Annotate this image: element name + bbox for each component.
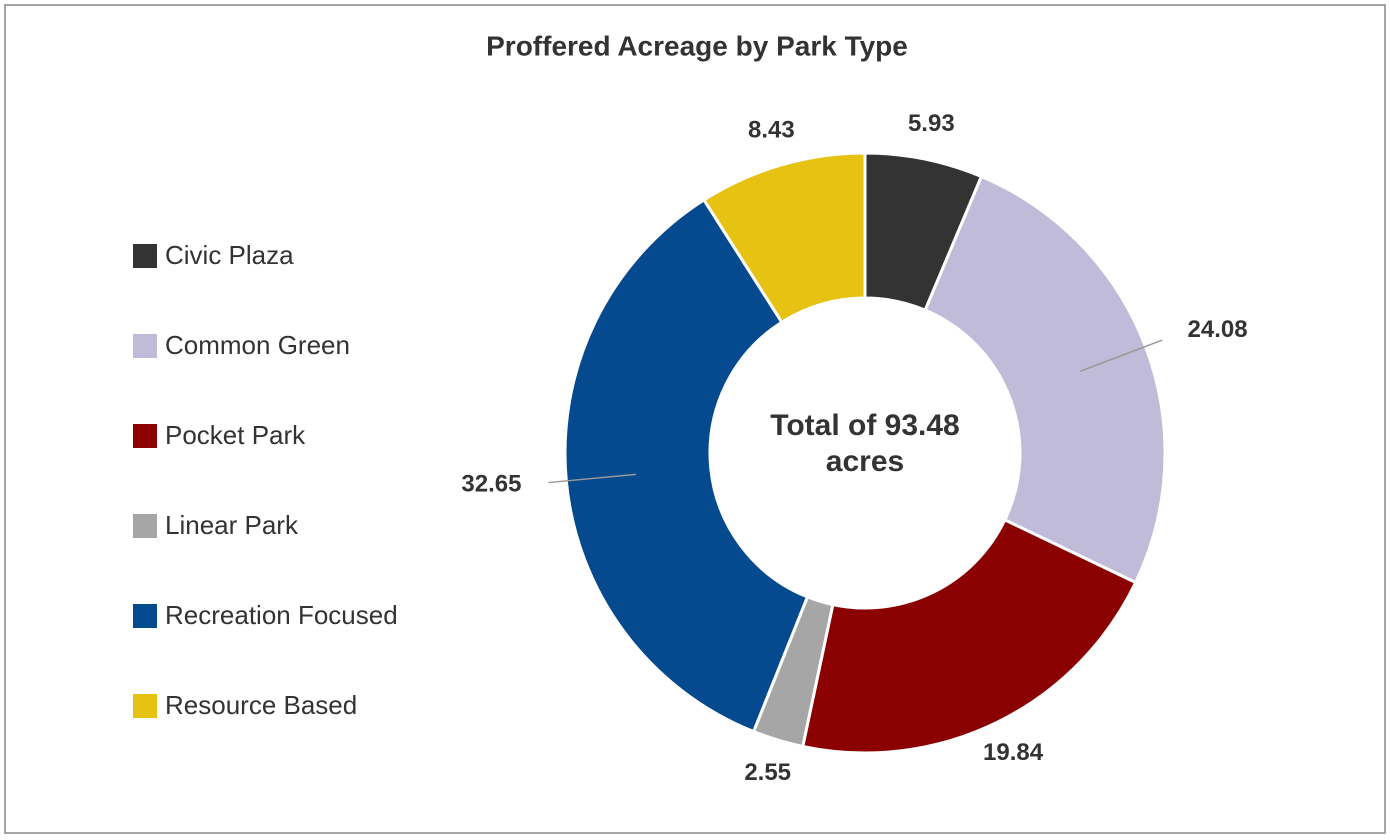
donut-segment xyxy=(923,174,1167,585)
legend-swatch xyxy=(133,334,157,358)
legend-label: Linear Park xyxy=(165,510,299,540)
data-label: 19.84 xyxy=(983,739,1044,766)
data-label: 5.93 xyxy=(908,110,955,137)
legend-swatch xyxy=(133,424,157,448)
legend-swatch xyxy=(133,244,157,268)
legend-label: Civic Plaza xyxy=(165,240,294,270)
data-label: 32.65 xyxy=(461,470,521,497)
donut-segment xyxy=(800,517,1138,755)
legend-label: Resource Based xyxy=(165,690,357,720)
leader-line xyxy=(1079,339,1163,373)
data-label: 24.08 xyxy=(1188,316,1248,343)
donut-segment xyxy=(701,151,867,325)
legend-swatch xyxy=(133,694,157,718)
legend-label: Recreation Focused xyxy=(165,600,398,630)
data-label: 8.43 xyxy=(748,117,795,144)
legend-swatch xyxy=(133,514,157,538)
donut-segment xyxy=(563,197,810,734)
legend-label: Pocket Park xyxy=(165,420,306,450)
data-label: 2.55 xyxy=(744,759,791,786)
leader-line xyxy=(548,473,637,484)
center-label: Total of 93.48 acres xyxy=(770,409,960,478)
legend-swatch xyxy=(133,604,157,628)
legend-label: Common Green xyxy=(165,330,350,360)
chart-title: Proffered Acreage by Park Type xyxy=(486,30,908,61)
